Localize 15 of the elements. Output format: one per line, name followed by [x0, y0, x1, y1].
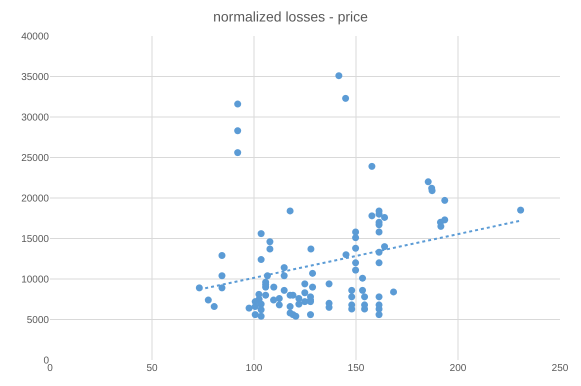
- x-tick-label: 50: [146, 363, 158, 374]
- chart-title: normalized losses - price: [213, 8, 368, 24]
- x-tick-label: 200: [450, 363, 467, 374]
- y-tick-label: 20000: [21, 194, 50, 204]
- y-tick-label: 25000: [21, 153, 50, 164]
- y-tick-label: 35000: [21, 72, 50, 83]
- y-tick-label: 5000: [26, 315, 50, 326]
- x-tick-label: 100: [246, 363, 263, 374]
- y-tick-label: 0: [43, 356, 50, 366]
- y-tick-label: 30000: [21, 112, 50, 124]
- x-tick-label: 250: [552, 363, 569, 374]
- y-tick-label: 10000: [21, 274, 50, 286]
- x-tick-label: 150: [348, 363, 365, 374]
- y-tick-label: 40000: [21, 32, 50, 42]
- y-tick-label: 15000: [21, 234, 50, 245]
